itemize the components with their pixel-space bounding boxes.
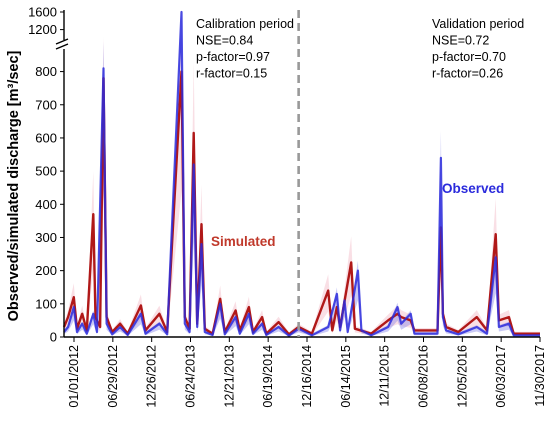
axis-break-mark (55, 38, 69, 45)
x-tick-label: 12/16/2014 (300, 345, 314, 408)
x-tick-label: 12/26/2012 (145, 345, 159, 408)
validation-period-text: Validation period (432, 17, 524, 31)
y-tick-label: 800 (35, 64, 57, 79)
calibration-period-text: Calibration period (196, 17, 294, 31)
x-tick-label: 06/08/2016 (417, 345, 431, 408)
x-tick-label: 11/30/2017 (533, 345, 547, 407)
x-tick-label: 06/29/2012 (106, 345, 120, 408)
y-tick-label: 100 (35, 296, 57, 311)
calibration-period-text: r-factor=0.15 (196, 67, 267, 81)
x-tick-label: 12/05/2016 (455, 345, 469, 408)
x-tick-label: 06/14/2015 (339, 345, 353, 408)
y-tick-label: 700 (35, 97, 57, 112)
axis-break-mark (55, 43, 69, 50)
validation-period-text: p-factor=0.70 (432, 50, 506, 64)
calibration-period-text: p-factor=0.97 (196, 50, 270, 64)
series-line-observed (63, 10, 540, 337)
y-tick-label: 500 (35, 164, 57, 179)
y-tick-label: 400 (35, 197, 57, 212)
x-tick-label: 01/01/2012 (67, 345, 81, 408)
x-tick-label: 06/19/2014 (261, 345, 275, 408)
x-tick-label: 12/11/2015 (378, 345, 392, 407)
series-label-simulated: Simulated (211, 234, 276, 249)
series-line-simulated (62, 70, 540, 336)
y-tick-label: 300 (35, 230, 57, 245)
y-tick-label: 0 (50, 330, 57, 345)
y-tick-label: 600 (35, 130, 57, 145)
x-tick-label: 06/03/2017 (494, 345, 508, 408)
x-tick-label: 06/24/2013 (184, 345, 198, 408)
y-tick-label: 1200 (28, 22, 57, 37)
y-axis-title: Observed/simulated discharge [m³/sec] (6, 50, 22, 321)
validation-period-text: NSE=0.72 (432, 34, 489, 48)
y-tick-label: 1600 (28, 5, 57, 20)
x-tick-label: 12/21/2013 (222, 345, 236, 408)
observed-uncertainty-band (64, 12, 540, 337)
validation-period-text: r-factor=0.26 (432, 67, 503, 81)
y-tick-label: 200 (35, 263, 57, 278)
calibration-period-text: NSE=0.84 (196, 34, 253, 48)
series-label-observed: Observed (442, 181, 504, 196)
